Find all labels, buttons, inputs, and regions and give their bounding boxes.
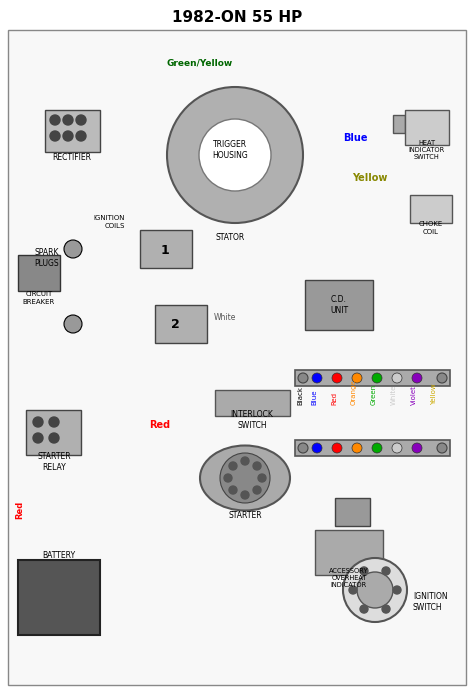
Circle shape	[64, 315, 82, 333]
Circle shape	[76, 131, 86, 141]
Text: 1982-ON 55 HP: 1982-ON 55 HP	[172, 10, 302, 25]
Circle shape	[437, 373, 447, 383]
Circle shape	[360, 605, 368, 613]
Bar	[335, 498, 370, 526]
Text: IGNITION
COILS: IGNITION COILS	[93, 215, 125, 229]
Circle shape	[382, 567, 390, 575]
Circle shape	[372, 443, 382, 453]
Circle shape	[253, 486, 261, 494]
Text: Blue: Blue	[343, 133, 367, 143]
Text: Violet: Violet	[411, 385, 417, 405]
Bar	[140, 230, 192, 268]
Bar	[295, 440, 450, 456]
Circle shape	[352, 373, 362, 383]
Circle shape	[241, 457, 249, 465]
Bar	[410, 195, 452, 223]
Bar	[393, 115, 405, 133]
Bar	[305, 280, 373, 330]
Circle shape	[357, 572, 393, 608]
Text: Green: Green	[371, 384, 377, 405]
Bar	[155, 305, 207, 343]
Ellipse shape	[200, 445, 290, 510]
Text: Green/Yellow: Green/Yellow	[167, 59, 233, 68]
Text: BATTERY: BATTERY	[43, 551, 75, 559]
Circle shape	[412, 373, 422, 383]
Text: Yellow: Yellow	[352, 173, 388, 183]
Text: CHOKE
COIL: CHOKE COIL	[419, 222, 443, 234]
Circle shape	[392, 443, 402, 453]
Text: CIRCUIT
BREAKER: CIRCUIT BREAKER	[23, 291, 55, 305]
Text: Black: Black	[297, 386, 303, 405]
Bar	[295, 370, 450, 386]
Text: STATOR: STATOR	[215, 233, 245, 241]
Circle shape	[229, 486, 237, 494]
Circle shape	[392, 373, 402, 383]
Circle shape	[332, 443, 342, 453]
Circle shape	[298, 443, 308, 453]
Bar	[18, 560, 100, 635]
Circle shape	[50, 131, 60, 141]
Text: INTERLOCK
SWITCH: INTERLOCK SWITCH	[230, 410, 273, 430]
Text: Red: Red	[16, 501, 25, 519]
Circle shape	[332, 373, 342, 383]
Circle shape	[352, 443, 362, 453]
Circle shape	[49, 417, 59, 427]
Text: 2: 2	[171, 319, 179, 331]
Circle shape	[167, 87, 303, 223]
Text: STARTER
RELAY: STARTER RELAY	[37, 452, 71, 472]
Circle shape	[33, 417, 43, 427]
Circle shape	[224, 474, 232, 482]
Circle shape	[312, 443, 322, 453]
Text: Blue: Blue	[311, 389, 317, 405]
Text: TRIGGER
HOUSING: TRIGGER HOUSING	[212, 140, 248, 159]
Text: Red: Red	[331, 392, 337, 405]
Circle shape	[412, 443, 422, 453]
Text: RECTIFIER: RECTIFIER	[53, 154, 91, 162]
Circle shape	[63, 131, 73, 141]
Circle shape	[393, 586, 401, 594]
Bar	[405, 110, 449, 145]
Text: White: White	[391, 384, 397, 405]
Text: ACCESSORY
OVERHEAT
INDICATOR: ACCESSORY OVERHEAT INDICATOR	[329, 568, 369, 588]
Circle shape	[253, 462, 261, 470]
Text: C.D.
UNIT: C.D. UNIT	[330, 295, 348, 315]
Text: IGNITION
SWITCH: IGNITION SWITCH	[413, 592, 447, 612]
Circle shape	[76, 115, 86, 125]
Circle shape	[312, 373, 322, 383]
Bar	[45, 110, 100, 152]
Circle shape	[64, 240, 82, 258]
Circle shape	[63, 115, 73, 125]
Text: Yellow: Yellow	[431, 383, 437, 405]
Circle shape	[241, 491, 249, 499]
Text: HEAT
INDICATOR
SWITCH: HEAT INDICATOR SWITCH	[409, 140, 445, 160]
Text: STARTER: STARTER	[228, 510, 262, 519]
Circle shape	[50, 115, 60, 125]
Circle shape	[343, 558, 407, 622]
Circle shape	[220, 453, 270, 503]
Circle shape	[349, 586, 357, 594]
Text: SPARK
PLUGS: SPARK PLUGS	[35, 248, 59, 268]
Bar	[315, 530, 383, 575]
Text: White: White	[214, 313, 236, 322]
Bar	[215, 390, 290, 416]
Bar	[18, 255, 60, 291]
Circle shape	[229, 462, 237, 470]
Circle shape	[199, 119, 271, 191]
Text: Red: Red	[149, 420, 171, 430]
Circle shape	[382, 605, 390, 613]
Circle shape	[372, 373, 382, 383]
Text: 1: 1	[161, 243, 169, 257]
Circle shape	[33, 433, 43, 443]
Circle shape	[258, 474, 266, 482]
Circle shape	[437, 443, 447, 453]
Circle shape	[360, 567, 368, 575]
Bar	[26, 410, 81, 455]
Circle shape	[49, 433, 59, 443]
Circle shape	[298, 373, 308, 383]
Text: Orange: Orange	[351, 380, 357, 405]
